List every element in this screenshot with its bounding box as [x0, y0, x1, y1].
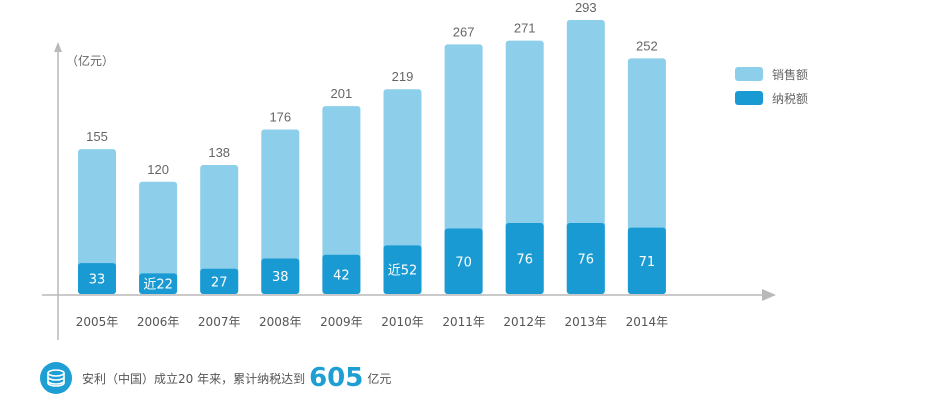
tax-value-label: 近22 [143, 278, 173, 293]
sales-bar [322, 106, 361, 294]
x-tick-label: 2010年 [381, 315, 424, 329]
sales-value-label: 201 [331, 86, 353, 101]
sales-bar [139, 181, 178, 294]
tax-bar [78, 263, 116, 294]
x-tick-label: 2013年 [565, 315, 608, 329]
sales-value-label: 155 [86, 129, 108, 144]
tax-value-label: 71 [639, 255, 656, 270]
y-axis-arrow [54, 42, 62, 52]
x-axis-arrow [762, 289, 776, 301]
tax-value-label: 70 [455, 255, 472, 270]
sales-value-label: 120 [147, 162, 169, 177]
x-tick-label: 2012年 [503, 315, 546, 329]
tax-value-label: 33 [89, 273, 106, 288]
tax-bar [566, 222, 605, 294]
y-axis-unit-label: （亿元） [66, 53, 114, 68]
footnote-suffix: 亿元 [367, 371, 392, 386]
tax-value-label: 近52 [388, 264, 418, 279]
legend-label-sales: 销售额 [772, 68, 809, 82]
sales-bar [383, 89, 422, 294]
sales-bar [261, 129, 300, 294]
footnote-number: 605 [309, 363, 364, 393]
legend-label-tax: 纳税额 [772, 92, 809, 106]
tax-value-label: 76 [578, 252, 595, 267]
x-tick-label: 2014年 [626, 315, 669, 329]
tax-bar [139, 273, 178, 294]
sales-bar [200, 164, 239, 294]
tax-value-label: 27 [211, 275, 228, 290]
tax-bar [322, 254, 361, 294]
sales-value-label: 138 [208, 145, 230, 160]
x-tick-label: 2011年 [442, 315, 485, 329]
sales-value-label: 267 [453, 24, 475, 39]
x-tick-label: 2007年 [198, 315, 241, 329]
tax-value-label: 38 [272, 270, 289, 285]
tax-bar [200, 268, 239, 294]
footnote-prefix: 安利（中国）成立20 年来，累计纳税达到 [82, 371, 306, 386]
tax-value-label: 76 [516, 252, 533, 267]
sales-value-label: 293 [575, 0, 597, 15]
tax-value-label: 42 [333, 268, 350, 283]
tax-bar [444, 228, 483, 294]
x-tick-label: 2006年 [137, 315, 180, 329]
tax-bar [627, 227, 666, 294]
coins-icon [40, 362, 72, 394]
legend-swatch-sales [735, 67, 763, 81]
tax-bar [505, 222, 544, 294]
x-tick-label: 2008年 [259, 315, 302, 329]
tax-bar [261, 258, 300, 294]
legend-swatch-tax [735, 91, 763, 105]
sales-bar [78, 149, 116, 294]
x-tick-label: 2009年 [320, 315, 363, 329]
sales-value-label: 271 [514, 21, 536, 36]
footnote: 安利（中国）成立20 年来，累计纳税达到 605 亿元 [40, 362, 391, 394]
tax-bar [383, 245, 422, 294]
sales-value-label: 252 [636, 38, 658, 53]
sales-value-label: 176 [269, 109, 291, 124]
sales-value-label: 219 [392, 69, 414, 84]
x-tick-label: 2005年 [76, 315, 119, 329]
